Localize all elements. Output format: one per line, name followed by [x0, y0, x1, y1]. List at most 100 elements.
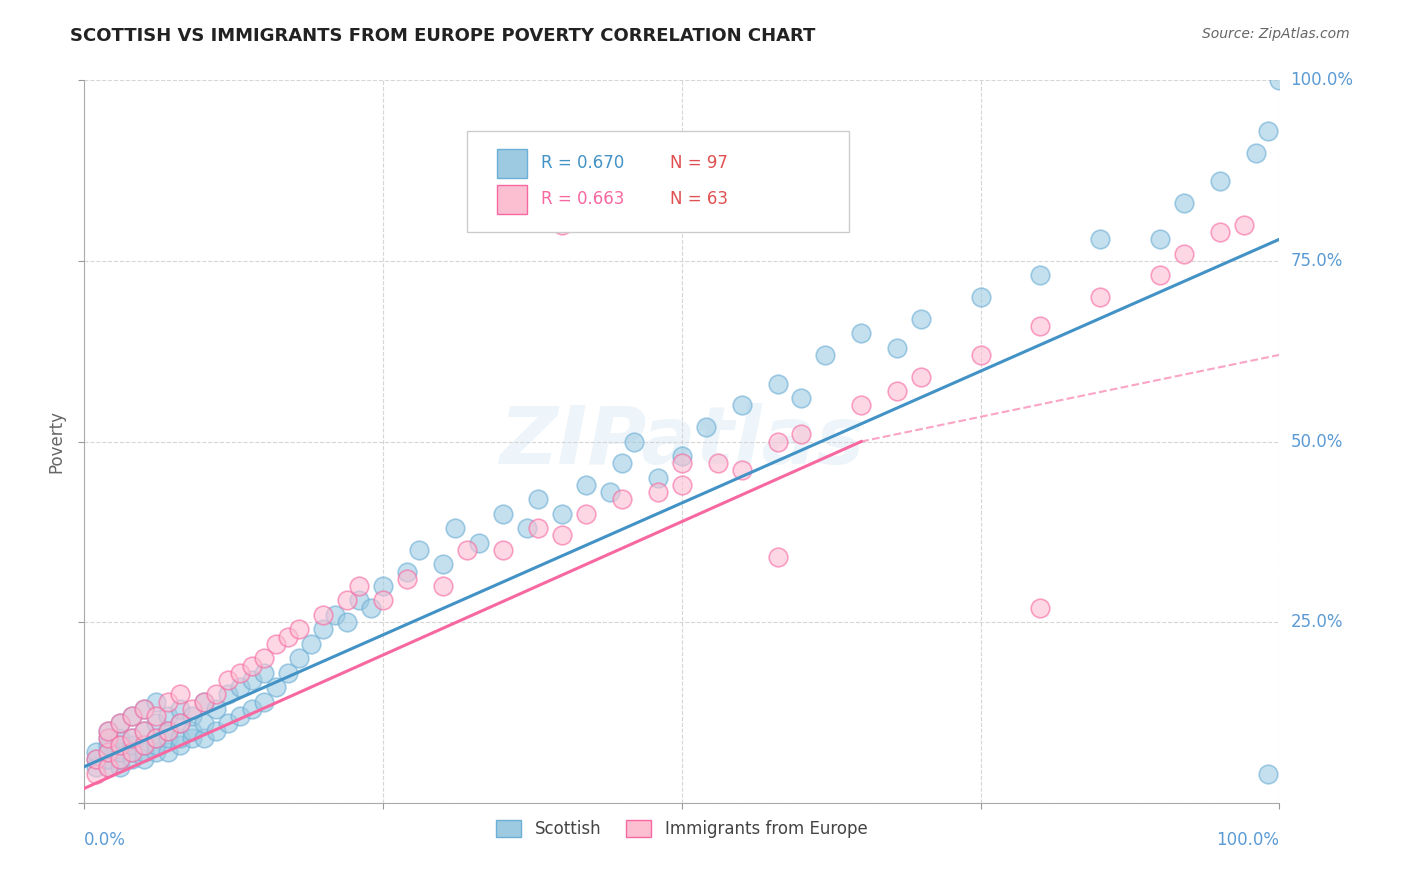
FancyBboxPatch shape	[467, 131, 849, 232]
Text: 75.0%: 75.0%	[1291, 252, 1343, 270]
Point	[97, 731, 120, 745]
Point	[277, 665, 299, 680]
Point	[1090, 232, 1112, 246]
Point	[671, 449, 693, 463]
Point	[1173, 196, 1195, 211]
Point	[527, 521, 550, 535]
Point	[97, 745, 120, 759]
Point	[396, 572, 419, 586]
Point	[1244, 145, 1267, 160]
Point	[121, 745, 143, 759]
Point	[1257, 124, 1279, 138]
Point	[851, 326, 873, 340]
Point	[647, 485, 669, 500]
Point	[312, 623, 335, 637]
Point	[1209, 225, 1232, 239]
Point	[110, 752, 132, 766]
Point	[205, 723, 228, 738]
Point	[349, 579, 371, 593]
Point	[157, 745, 180, 759]
Point	[456, 542, 478, 557]
Point	[193, 716, 215, 731]
Point	[145, 716, 167, 731]
Point	[551, 507, 574, 521]
Point	[157, 731, 180, 745]
Point	[169, 716, 191, 731]
Point	[432, 558, 454, 572]
Point	[145, 731, 167, 745]
Point	[492, 542, 515, 557]
Point	[97, 760, 120, 774]
Point	[121, 731, 143, 745]
Point	[336, 593, 359, 607]
Point	[145, 695, 167, 709]
Point	[910, 369, 932, 384]
Point	[193, 695, 215, 709]
Point	[121, 745, 143, 759]
Point	[766, 550, 789, 565]
Point	[132, 702, 156, 716]
Point	[97, 723, 120, 738]
Point	[181, 702, 204, 716]
Point	[886, 341, 908, 355]
Point	[396, 565, 419, 579]
Point	[1149, 232, 1171, 246]
Point	[86, 767, 108, 781]
Point	[169, 702, 191, 716]
Point	[97, 760, 120, 774]
Point	[707, 456, 730, 470]
Point	[575, 507, 598, 521]
Point	[181, 709, 204, 723]
Point	[205, 687, 228, 701]
Text: 100.0%: 100.0%	[1291, 71, 1354, 89]
Text: 100.0%: 100.0%	[1216, 830, 1279, 848]
Text: ZIPatlas: ZIPatlas	[499, 402, 865, 481]
Point	[1233, 218, 1256, 232]
Point	[551, 528, 574, 542]
Point	[181, 731, 204, 745]
Point	[229, 709, 252, 723]
Point	[97, 738, 120, 752]
Point	[145, 745, 167, 759]
Point	[408, 542, 430, 557]
Point	[1268, 73, 1291, 87]
Text: N = 63: N = 63	[671, 191, 728, 209]
Point	[766, 376, 789, 391]
Point	[1090, 290, 1112, 304]
Point	[157, 709, 180, 723]
Point	[1257, 767, 1279, 781]
Point	[97, 731, 120, 745]
Point	[132, 738, 156, 752]
Point	[181, 723, 204, 738]
Point	[169, 738, 191, 752]
Point	[157, 723, 180, 738]
Point	[145, 731, 167, 745]
Point	[157, 723, 180, 738]
Point	[86, 745, 108, 759]
Point	[229, 680, 252, 694]
Point	[121, 709, 143, 723]
Point	[253, 665, 276, 680]
Point	[444, 521, 467, 535]
Point	[623, 434, 645, 449]
Point	[205, 702, 228, 716]
Text: Source: ZipAtlas.com: Source: ZipAtlas.com	[1202, 27, 1350, 41]
Point	[169, 687, 191, 701]
Point	[97, 752, 120, 766]
Point	[132, 702, 156, 716]
Point	[121, 752, 143, 766]
Point	[790, 391, 813, 405]
Text: R = 0.663: R = 0.663	[541, 191, 624, 209]
Point	[157, 695, 180, 709]
Point	[132, 723, 156, 738]
Point	[527, 492, 550, 507]
Point	[695, 420, 717, 434]
Point	[110, 738, 132, 752]
Point	[253, 651, 276, 665]
Point	[110, 760, 132, 774]
Point	[612, 492, 634, 507]
Point	[277, 630, 299, 644]
Point	[97, 723, 120, 738]
Text: 25.0%: 25.0%	[1291, 613, 1343, 632]
Point	[814, 348, 837, 362]
